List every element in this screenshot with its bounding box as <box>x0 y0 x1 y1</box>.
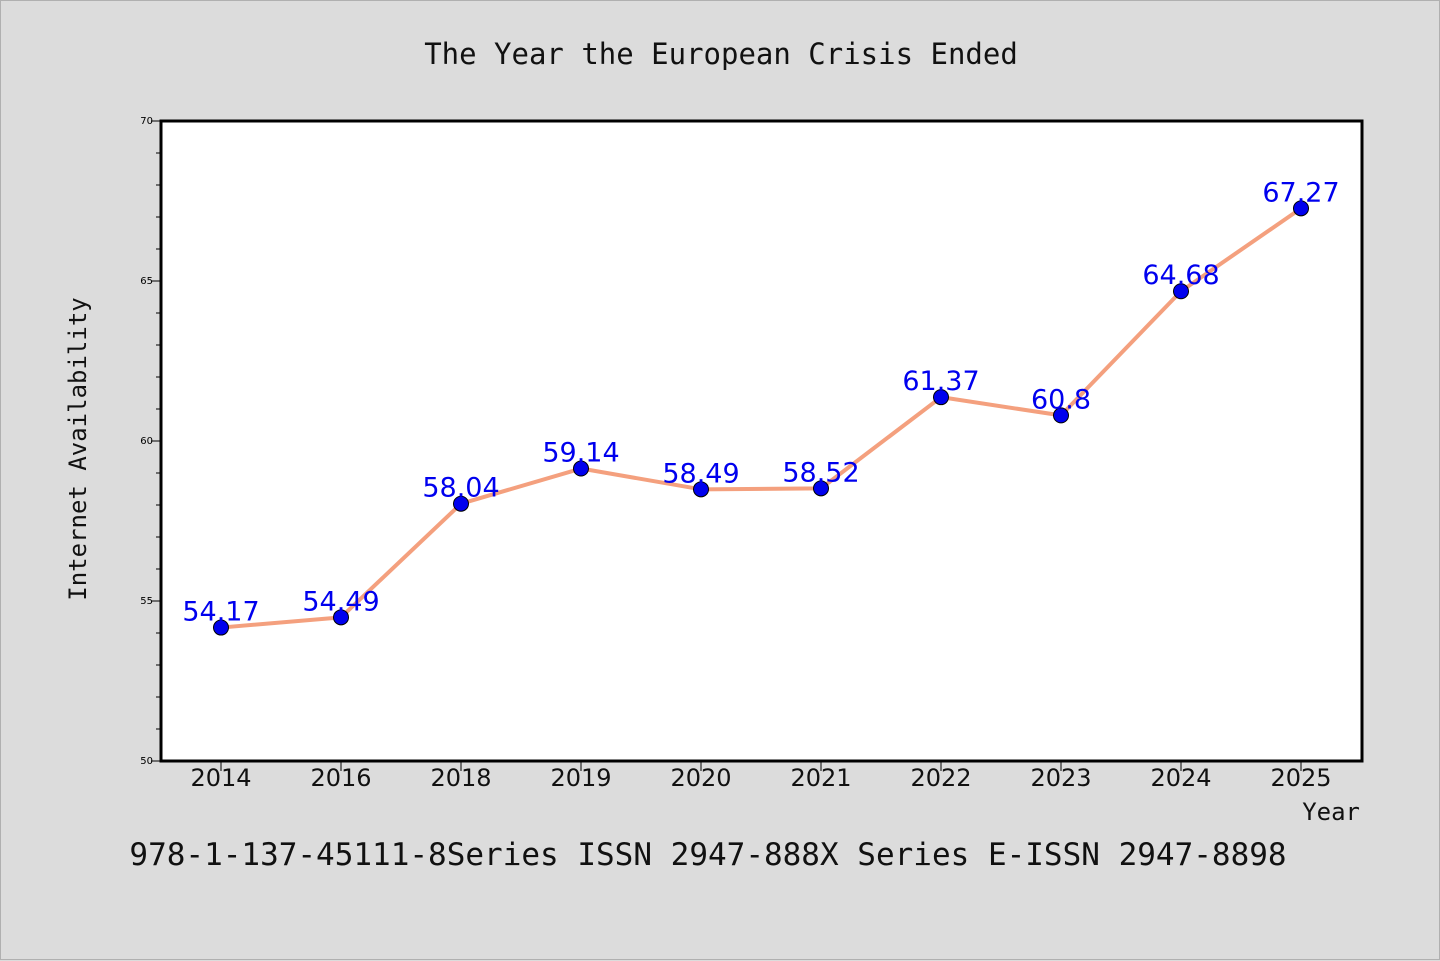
data-label: 58.04 <box>422 473 499 504</box>
x-axis-label: Year <box>1302 798 1360 826</box>
data-point-marker <box>1173 283 1189 300</box>
data-point-marker <box>693 481 709 498</box>
data-label: 67.27 <box>1262 177 1339 208</box>
data-point-marker <box>573 460 589 477</box>
y-tick-label: 55 <box>140 596 153 607</box>
series-line-group <box>213 200 1309 636</box>
data-point-marker <box>333 609 349 626</box>
x-tick-label: 2018 <box>430 764 491 792</box>
x-tick-label: 2024 <box>1150 764 1211 792</box>
data-point-marker <box>933 389 949 406</box>
x-tick-label: 2014 <box>190 764 251 792</box>
data-label: 58.52 <box>782 457 859 488</box>
x-tick-label: 2016 <box>310 764 371 792</box>
x-tick-label: 2022 <box>910 764 971 792</box>
data-point-marker <box>453 495 469 512</box>
footer-isbn-text: 978-1-137-45111-8Series ISSN 2947-888X S… <box>129 837 1286 873</box>
data-point-marker <box>813 480 829 497</box>
data-label: 60.8 <box>1031 384 1091 415</box>
x-axis: 2014 2016 2018 2019 2020 2021 2022 2023 2024 2025 <box>190 761 1332 792</box>
chart-title: The Year the European Crisis Ended <box>424 37 1018 71</box>
y-tick-label: 70 <box>140 116 153 127</box>
x-tick-label: 2023 <box>1030 764 1091 792</box>
x-tick-label: 2019 <box>550 764 611 792</box>
data-label: 54.49 <box>302 586 379 617</box>
data-labels-group: 54.17 54.49 58.04 59.14 58.49 58.52 61.37 60.8 6… <box>182 177 1339 627</box>
data-point-marker <box>213 619 229 636</box>
data-label: 64.68 <box>1142 260 1219 291</box>
plot-area <box>159 119 1364 763</box>
x-tick-label: 2020 <box>670 764 731 792</box>
y-tick-label: 50 <box>140 756 153 767</box>
y-axis: 50 55 60 65 70 <box>140 116 161 767</box>
data-point-marker <box>1053 407 1069 424</box>
y-tick-label: 65 <box>140 276 153 287</box>
y-tick-label: 60 <box>140 436 153 447</box>
y-axis-label: Internet Availability <box>64 297 92 600</box>
data-label: 61.37 <box>902 366 979 397</box>
data-label: 58.49 <box>662 458 739 489</box>
data-point-marker <box>1293 200 1309 217</box>
data-label: 59.14 <box>542 438 619 469</box>
x-tick-label: 2021 <box>790 764 851 792</box>
series-line <box>220 206 1303 630</box>
x-tick-label: 2025 <box>1270 764 1331 792</box>
data-label: 54.17 <box>182 597 259 628</box>
